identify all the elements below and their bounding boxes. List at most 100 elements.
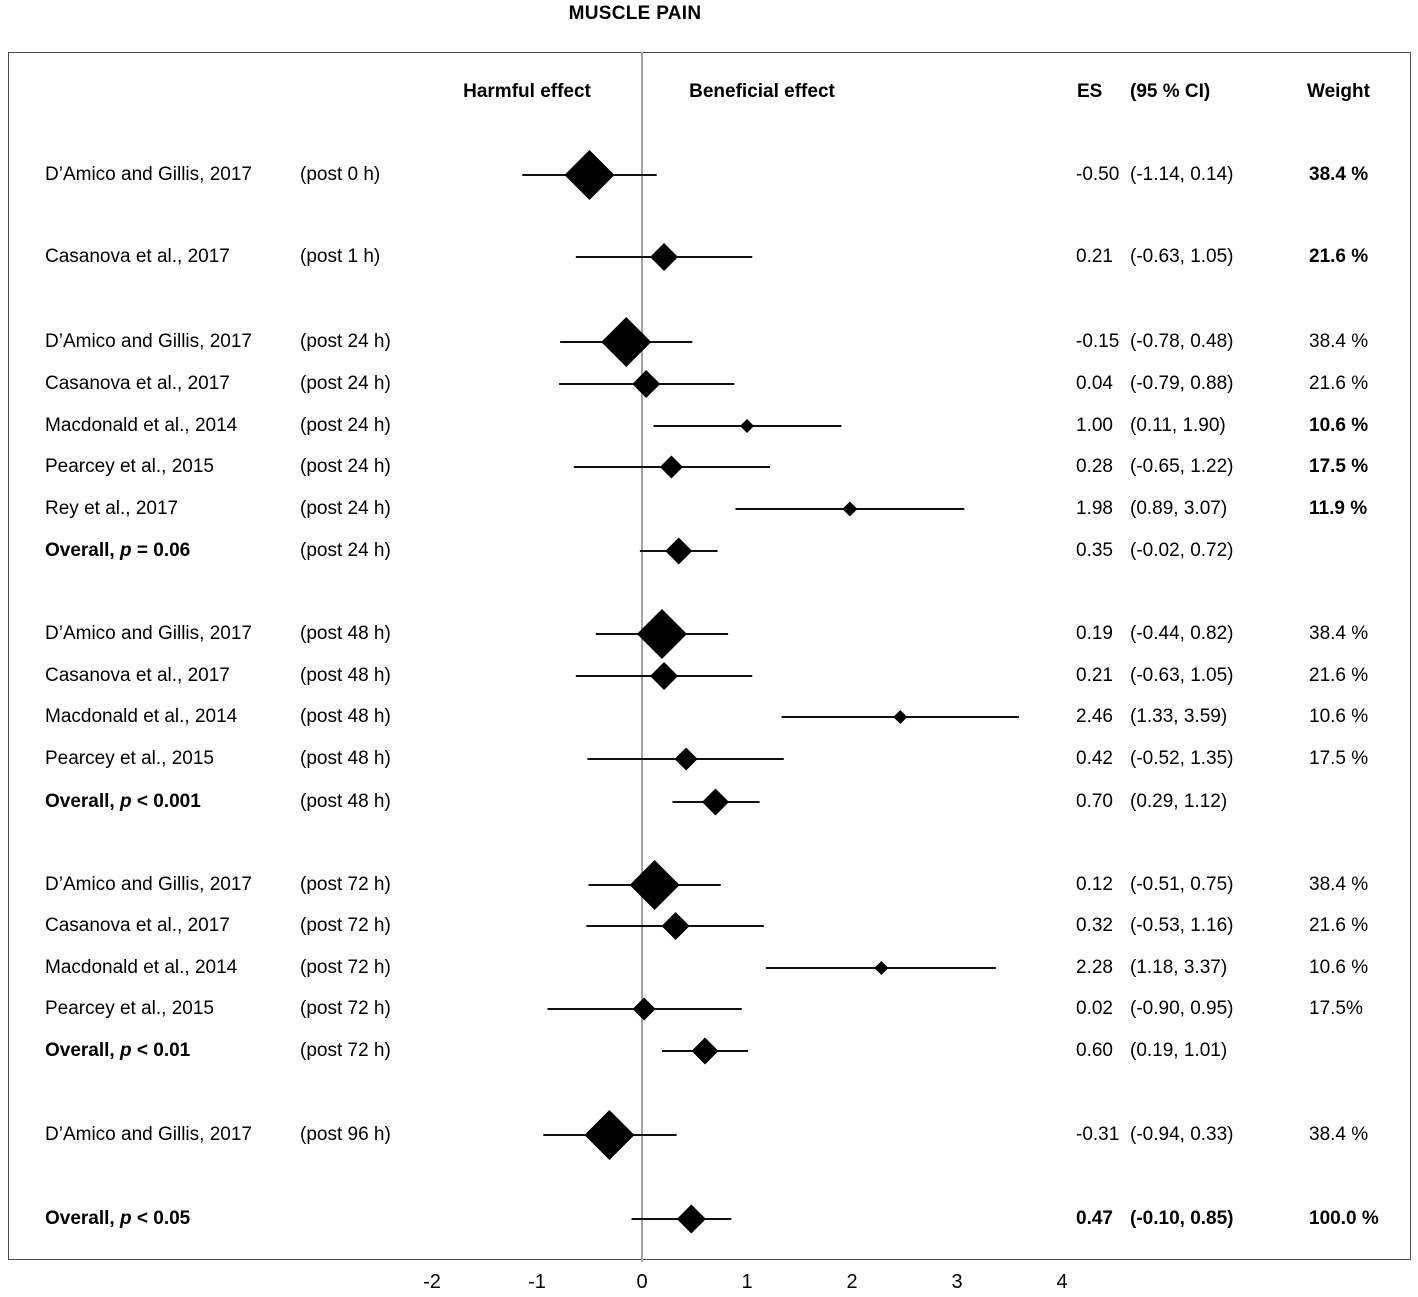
- p-value-symbol: p: [120, 1040, 132, 1061]
- study-diamond-marker: [632, 997, 656, 1021]
- weight-value: 17.5 %: [1309, 748, 1369, 769]
- weight-value: 21.6 %: [1309, 373, 1369, 394]
- study-diamond-marker: [740, 419, 754, 433]
- es-value: 2.46: [1076, 706, 1113, 727]
- study-diamond-marker: [661, 912, 690, 940]
- ci-value: (-0.53, 1.16): [1130, 915, 1234, 936]
- es-value: 0.04: [1076, 373, 1113, 394]
- ci-value: (0.19, 1.01): [1130, 1040, 1228, 1061]
- timepoint-label: (post 48 h): [300, 791, 391, 812]
- es-value: -0.15: [1076, 331, 1120, 352]
- study-label: Casanova et al., 2017: [45, 915, 230, 936]
- timepoint-label: (post 72 h): [300, 915, 391, 936]
- study-label: Pearcey et al., 2015: [45, 998, 214, 1019]
- study-label: Casanova et al., 2017: [45, 246, 230, 267]
- ci-value: (1.18, 3.37): [1130, 957, 1228, 978]
- summary-diamond-marker: [702, 788, 729, 816]
- es-value: 2.28: [1076, 957, 1113, 978]
- figure-title: MUSCLE PAIN: [568, 3, 702, 24]
- es-value: 0.02: [1076, 998, 1113, 1019]
- summary-diamond-marker: [676, 1204, 706, 1234]
- es-value: 0.21: [1076, 246, 1113, 267]
- overall-label: Overall, p = 0.06: [45, 540, 191, 561]
- es-value: 0.12: [1076, 874, 1113, 895]
- es-value: 0.19: [1076, 623, 1113, 644]
- overall-label: Overall, p < 0.001: [45, 791, 201, 812]
- es-value: 1.00: [1076, 415, 1113, 436]
- study-diamond-marker: [601, 317, 652, 367]
- study-diamond-marker: [659, 455, 683, 479]
- es-value: 0.47: [1076, 1208, 1113, 1229]
- study-label: Macdonald et al., 2014: [45, 415, 238, 436]
- study-diamond-marker: [636, 609, 687, 659]
- study-diamond-marker: [584, 1110, 635, 1160]
- column-header-ci: (95 % CI): [1130, 81, 1211, 102]
- es-value: 0.60: [1076, 1040, 1113, 1061]
- weight-value: 11.9 %: [1309, 498, 1368, 519]
- timepoint-label: (post 24 h): [300, 540, 391, 561]
- weight-value: 38.4 %: [1309, 874, 1369, 895]
- weight-value: 21.6 %: [1309, 246, 1369, 267]
- timepoint-label: (post 72 h): [300, 874, 391, 895]
- weight-value: 10.6 %: [1309, 957, 1369, 978]
- summary-diamond-marker: [665, 537, 693, 565]
- es-value: -0.50: [1076, 164, 1120, 185]
- column-header-es: ES: [1077, 81, 1103, 102]
- ci-value: (0.89, 3.07): [1130, 498, 1228, 519]
- study-label: Pearcey et al., 2015: [45, 456, 214, 477]
- es-value: 0.70: [1076, 791, 1113, 812]
- weight-value: 21.6 %: [1309, 915, 1369, 936]
- es-value: 0.28: [1076, 456, 1113, 477]
- column-header-harmful-effect: Harmful effect: [463, 81, 591, 102]
- x-axis-tick-label: 4: [1056, 1271, 1068, 1293]
- study-diamond-marker: [650, 662, 679, 690]
- ci-value: (1.33, 3.59): [1130, 706, 1228, 727]
- study-label: Rey et al., 2017: [45, 498, 179, 519]
- ci-value: (-0.65, 1.22): [1130, 456, 1234, 477]
- p-value-symbol: p: [120, 1208, 132, 1229]
- timepoint-label: (post 24 h): [300, 373, 391, 394]
- x-axis-tick-label: 2: [846, 1271, 858, 1293]
- study-label: Casanova et al., 2017: [45, 373, 230, 394]
- x-axis-tick-label: 1: [741, 1271, 753, 1293]
- study-diamond-marker: [874, 961, 889, 975]
- study-diamond-marker: [674, 747, 698, 771]
- es-value: 0.35: [1076, 540, 1113, 561]
- es-value: -0.31: [1076, 1124, 1120, 1145]
- study-diamond-marker: [632, 370, 661, 398]
- es-value: 0.21: [1076, 665, 1113, 686]
- timepoint-label: (post 72 h): [300, 998, 391, 1019]
- timepoint-label: (post 48 h): [300, 623, 391, 644]
- timepoint-label: (post 72 h): [300, 1040, 391, 1061]
- timepoint-label: (post 96 h): [300, 1124, 391, 1145]
- ci-value: (-0.90, 0.95): [1130, 998, 1234, 1019]
- overall-label: Overall, p < 0.01: [45, 1040, 191, 1061]
- timepoint-label: (post 24 h): [300, 415, 391, 436]
- overall-label: Overall, p < 0.05: [45, 1208, 191, 1229]
- weight-value: 100.0 %: [1309, 1208, 1379, 1229]
- study-diamond-marker: [629, 860, 680, 910]
- weight-value: 38.4 %: [1309, 331, 1369, 352]
- ci-value: (-0.52, 1.35): [1130, 748, 1234, 769]
- timepoint-label: (post 48 h): [300, 748, 391, 769]
- timepoint-label: (post 0 h): [300, 164, 381, 185]
- p-value-symbol: p: [120, 540, 132, 561]
- timepoint-label: (post 48 h): [300, 706, 391, 727]
- study-diamond-marker: [842, 501, 858, 517]
- study-label: D’Amico and Gillis, 2017: [45, 164, 252, 185]
- study-label: Macdonald et al., 2014: [45, 706, 238, 727]
- x-axis-tick-label: 0: [636, 1271, 648, 1293]
- ci-value: (-0.63, 1.05): [1130, 246, 1234, 267]
- study-label: Casanova et al., 2017: [45, 665, 230, 686]
- weight-value: 38.4 %: [1309, 164, 1369, 185]
- x-axis-tick-label: 3: [951, 1271, 963, 1293]
- weight-value: 21.6 %: [1309, 665, 1369, 686]
- weight-value: 10.6 %: [1309, 706, 1369, 727]
- weight-value: 17.5 %: [1309, 456, 1369, 477]
- study-label: D’Amico and Gillis, 2017: [45, 874, 252, 895]
- ci-value: (-0.10, 0.85): [1130, 1208, 1234, 1229]
- weight-value: 38.4 %: [1309, 623, 1369, 644]
- ci-value: (-0.94, 0.33): [1130, 1124, 1234, 1145]
- weight-value: 10.6 %: [1309, 415, 1369, 436]
